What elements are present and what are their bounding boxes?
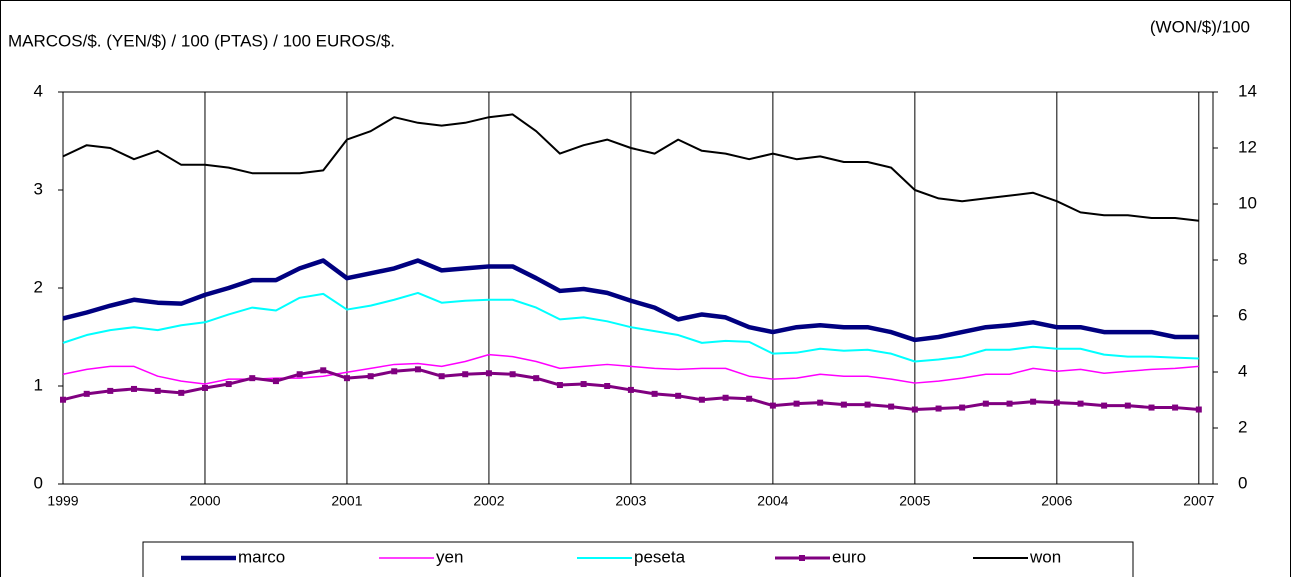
series-line — [62, 113, 1199, 222]
plot-area — [62, 91, 1214, 485]
x-tick-label: 2002 — [473, 493, 504, 509]
series-marker — [533, 375, 540, 382]
legend-label: peseta — [634, 547, 686, 566]
series-marker — [769, 402, 776, 409]
legend-label: won — [1029, 547, 1061, 566]
series-marker — [1053, 399, 1060, 406]
chart-title: MARCOS/$. (YEN/$) / 100 (PTAS) / 100 EUR… — [8, 31, 395, 50]
series-marker — [1148, 404, 1155, 411]
series-marker — [698, 396, 705, 403]
series-marker — [154, 387, 161, 394]
series-marker — [675, 392, 682, 399]
series-marker — [651, 390, 658, 397]
y2-tick-label: 12 — [1238, 137, 1257, 156]
series-marker — [201, 384, 208, 391]
y-tick-label: 2 — [34, 277, 43, 296]
series-marker — [817, 399, 824, 406]
series-marker — [793, 400, 800, 407]
series-marker — [509, 371, 516, 378]
x-tick-label: 1999 — [47, 493, 78, 509]
y2-tick-label: 10 — [1238, 193, 1257, 212]
legend-label: marco — [238, 547, 285, 566]
y2-tick-label: 2 — [1238, 417, 1247, 436]
series-marker — [627, 386, 634, 393]
series-marker — [60, 396, 66, 403]
series-marker — [1101, 402, 1108, 409]
series-marker — [722, 394, 729, 401]
series-marker — [225, 381, 232, 388]
y-tick-label: 4 — [34, 81, 43, 100]
y2-title: (WON/$)/100 — [1150, 17, 1250, 36]
series-marker — [320, 367, 327, 374]
series-marker — [1006, 400, 1013, 407]
series-marker — [935, 405, 942, 412]
series-marker — [296, 371, 303, 378]
y2-tick-label: 14 — [1238, 81, 1257, 100]
series-marker — [1030, 398, 1037, 405]
series-marker — [343, 375, 350, 382]
legend-marker — [799, 555, 805, 561]
series-marker — [83, 390, 90, 397]
series-marker — [1172, 404, 1179, 411]
series-marker — [462, 371, 469, 378]
series-marker — [107, 387, 114, 394]
legend-box — [142, 541, 1134, 577]
series-marker — [864, 401, 871, 408]
series-line — [62, 291, 1199, 363]
series-marker — [130, 385, 137, 392]
series-marker — [1077, 400, 1084, 407]
x-tick-label: 2000 — [189, 493, 220, 509]
legend-label: euro — [832, 547, 866, 566]
series-marker — [982, 400, 989, 407]
y2-tick-label: 6 — [1238, 305, 1247, 324]
series-marker — [911, 406, 918, 413]
series-marker — [556, 382, 563, 389]
series-line — [62, 258, 1199, 343]
series-marker — [840, 401, 847, 408]
x-tick-label: 2007 — [1183, 493, 1214, 509]
y2-tick-label: 0 — [1238, 473, 1247, 492]
series-marker — [414, 366, 421, 373]
series-marker — [746, 395, 753, 402]
series-marker — [1195, 406, 1202, 413]
series-marker — [604, 383, 611, 389]
series-marker — [888, 403, 895, 410]
series-marker — [1124, 402, 1131, 409]
series-marker — [272, 378, 279, 385]
y2-tick-label: 4 — [1238, 361, 1247, 380]
x-tick-label: 2006 — [1041, 493, 1072, 509]
series-marker — [178, 389, 185, 396]
y2-tick-label: 8 — [1238, 249, 1247, 268]
y-tick-label: 0 — [34, 473, 43, 492]
y-tick-label: 3 — [34, 179, 43, 198]
x-tick-label: 2003 — [615, 493, 646, 509]
x-tick-label: 2005 — [899, 493, 930, 509]
series-marker — [580, 381, 587, 388]
series-marker — [391, 368, 398, 375]
x-tick-label: 2001 — [331, 493, 362, 509]
y-tick-label: 1 — [34, 375, 43, 394]
series-marker — [959, 404, 966, 411]
series-marker — [485, 370, 492, 377]
series-marker — [438, 373, 445, 380]
series-marker — [367, 373, 374, 380]
series-marker — [249, 375, 256, 382]
legend-label: yen — [436, 547, 463, 566]
x-tick-label: 2004 — [757, 493, 788, 509]
